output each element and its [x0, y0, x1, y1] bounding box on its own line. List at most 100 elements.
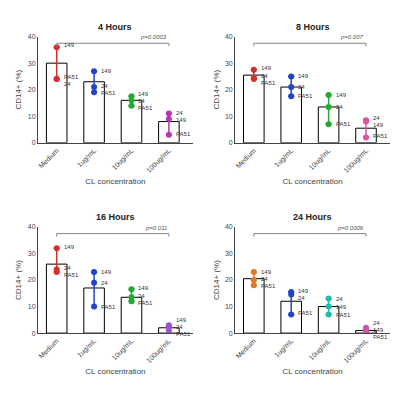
svg-text:p=0.0006: p=0.0006 — [337, 225, 364, 231]
svg-text:Medium: Medium — [234, 337, 257, 360]
svg-text:24: 24 — [138, 293, 145, 299]
svg-text:PA51: PA51 — [64, 272, 79, 278]
svg-text:0: 0 — [32, 139, 36, 146]
svg-text:CD14+ (%): CD14+ (%) — [15, 260, 24, 300]
svg-text:30: 30 — [28, 250, 36, 257]
svg-text:20: 20 — [225, 86, 233, 93]
svg-text:149: 149 — [176, 317, 187, 323]
svg-text:10: 10 — [225, 303, 233, 310]
svg-text:149: 149 — [64, 42, 75, 48]
svg-text:10: 10 — [28, 303, 36, 310]
svg-text:p=0.0003: p=0.0003 — [140, 34, 167, 40]
svg-text:149: 149 — [138, 91, 149, 97]
svg-text:149: 149 — [261, 65, 272, 71]
svg-text:CD14+ (%): CD14+ (%) — [212, 69, 221, 109]
svg-text:16 Hours: 16 Hours — [96, 212, 135, 222]
svg-text:20: 20 — [28, 86, 36, 93]
svg-text:0: 0 — [229, 139, 233, 146]
svg-text:24 Hours: 24 Hours — [293, 212, 332, 222]
svg-text:PA51: PA51 — [261, 80, 276, 86]
svg-text:40: 40 — [28, 33, 36, 40]
svg-text:10ug/mL: 10ug/mL — [110, 147, 135, 172]
svg-text:10: 10 — [225, 113, 233, 120]
svg-text:149: 149 — [64, 244, 75, 250]
svg-text:24: 24 — [101, 83, 108, 89]
svg-text:p=0.007: p=0.007 — [340, 34, 364, 40]
svg-text:1ug/mL: 1ug/mL — [273, 147, 295, 169]
svg-text:PA51: PA51 — [373, 334, 388, 340]
svg-text:149: 149 — [373, 327, 384, 333]
svg-text:10: 10 — [28, 113, 36, 120]
svg-text:PA51: PA51 — [138, 105, 153, 111]
svg-text:Medium: Medium — [234, 147, 257, 170]
svg-text:149: 149 — [298, 288, 309, 294]
svg-text:CD14+ (%): CD14+ (%) — [15, 69, 24, 109]
svg-text:PA51: PA51 — [336, 312, 351, 318]
svg-text:24: 24 — [336, 104, 343, 110]
svg-text:24: 24 — [64, 265, 71, 271]
svg-text:30: 30 — [225, 250, 233, 257]
svg-text:Medium: Medium — [37, 337, 60, 360]
svg-text:24: 24 — [336, 296, 343, 302]
svg-text:24: 24 — [176, 110, 183, 116]
svg-text:PA51: PA51 — [101, 304, 116, 310]
svg-text:CL concentration: CL concentration — [282, 367, 342, 376]
svg-text:24: 24 — [298, 295, 305, 301]
svg-text:CD14+ (%): CD14+ (%) — [212, 260, 221, 300]
svg-text:PA51: PA51 — [373, 133, 388, 139]
svg-text:40: 40 — [225, 33, 233, 40]
svg-text:24: 24 — [64, 81, 71, 87]
svg-text:PA51: PA51 — [101, 90, 116, 96]
svg-text:30: 30 — [225, 60, 233, 67]
svg-text:10ug/mL: 10ug/mL — [110, 337, 135, 362]
svg-text:24: 24 — [373, 320, 380, 326]
svg-text:30: 30 — [28, 60, 36, 67]
svg-text:PA51: PA51 — [336, 121, 351, 127]
svg-text:PA51: PA51 — [138, 300, 153, 306]
svg-text:24: 24 — [261, 73, 268, 79]
svg-text:100ug/mL: 100ug/mL — [145, 337, 173, 365]
svg-text:149: 149 — [261, 269, 272, 275]
svg-text:24: 24 — [373, 115, 380, 121]
svg-text:149: 149 — [101, 269, 112, 275]
svg-text:10ug/mL: 10ug/mL — [308, 337, 333, 362]
svg-text:149: 149 — [336, 92, 347, 98]
svg-text:0: 0 — [229, 330, 233, 337]
svg-text:24: 24 — [176, 324, 183, 330]
svg-text:0: 0 — [32, 330, 36, 337]
svg-text:24: 24 — [138, 98, 145, 104]
svg-text:PA51: PA51 — [298, 310, 313, 316]
svg-text:24: 24 — [261, 276, 268, 282]
svg-text:CL concentration: CL concentration — [85, 177, 145, 186]
svg-text:149: 149 — [298, 73, 309, 79]
svg-text:PA51: PA51 — [64, 74, 79, 80]
svg-text:1ug/mL: 1ug/mL — [76, 147, 98, 169]
svg-text:100ug/mL: 100ug/mL — [342, 147, 370, 175]
svg-text:1ug/mL: 1ug/mL — [273, 337, 295, 359]
svg-text:CL concentration: CL concentration — [85, 367, 145, 376]
svg-text:24: 24 — [101, 280, 108, 286]
svg-text:PA51: PA51 — [261, 283, 276, 289]
svg-text:10ug/mL: 10ug/mL — [308, 147, 333, 172]
svg-text:40: 40 — [28, 223, 36, 230]
svg-text:149: 149 — [373, 122, 384, 128]
svg-text:24: 24 — [298, 84, 305, 90]
svg-text:1ug/mL: 1ug/mL — [76, 337, 98, 359]
svg-text:8 Hours: 8 Hours — [296, 22, 330, 32]
svg-text:20: 20 — [225, 276, 233, 283]
svg-text:100ug/mL: 100ug/mL — [342, 337, 370, 365]
svg-text:4 Hours: 4 Hours — [98, 22, 132, 32]
svg-text:100ug/mL: 100ug/mL — [145, 147, 173, 175]
svg-text:PA51: PA51 — [298, 93, 313, 99]
svg-text:PA51: PA51 — [176, 331, 191, 337]
svg-text:40: 40 — [225, 223, 233, 230]
svg-text:149: 149 — [176, 117, 187, 123]
svg-text:20: 20 — [28, 276, 36, 283]
svg-text:Medium: Medium — [37, 147, 60, 170]
svg-text:149: 149 — [336, 304, 347, 310]
svg-text:CL concentration: CL concentration — [282, 177, 342, 186]
svg-text:PA51: PA51 — [176, 131, 191, 137]
svg-text:149: 149 — [101, 68, 112, 74]
svg-text:149: 149 — [138, 285, 149, 291]
svg-text:p=0.011: p=0.011 — [145, 225, 167, 231]
